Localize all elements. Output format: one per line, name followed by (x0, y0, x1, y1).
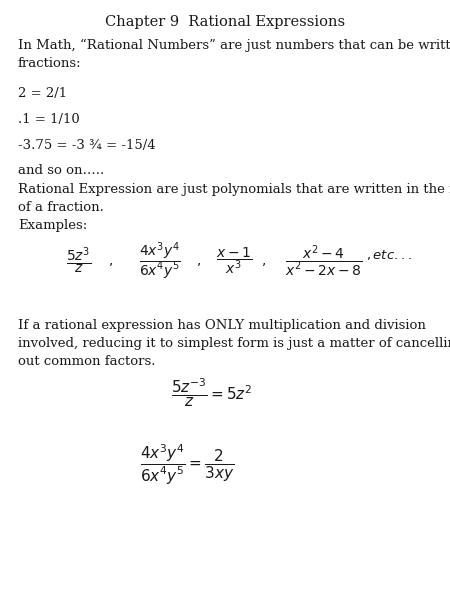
Text: In Math, “Rational Numbers” are just numbers that can be written as
fractions:: In Math, “Rational Numbers” are just num… (18, 39, 450, 70)
Text: $\dfrac{4x^{3}y^{4}}{6x^{4}y^{5}} = \dfrac{2}{3xy}$: $\dfrac{4x^{3}y^{4}}{6x^{4}y^{5}} = \dfr… (140, 443, 234, 487)
Text: $\dfrac{5z^{3}}{z}$: $\dfrac{5z^{3}}{z}$ (66, 245, 91, 277)
Text: $,$: $,$ (195, 254, 201, 268)
Text: $\dfrac{x^{2}-4}{x^{2}-2x-8}$: $\dfrac{x^{2}-4}{x^{2}-2x-8}$ (285, 243, 363, 279)
Text: $,$: $,$ (108, 254, 113, 268)
Text: $,$: $,$ (261, 254, 266, 268)
Text: 2 = 2/1: 2 = 2/1 (18, 87, 67, 100)
Text: $\dfrac{5z^{-3}}{z} = 5z^{2}$: $\dfrac{5z^{-3}}{z} = 5z^{2}$ (171, 377, 252, 409)
Text: If a rational expression has ONLY multiplication and division
involved, reducing: If a rational expression has ONLY multip… (18, 319, 450, 368)
Text: $\dfrac{x-1}{x^{3}}$: $\dfrac{x-1}{x^{3}}$ (216, 245, 252, 277)
Text: -3.75 = -3 ¾ = -15/4: -3.75 = -3 ¾ = -15/4 (18, 139, 156, 152)
Text: $\dfrac{4x^{3}y^{4}}{6x^{4}y^{5}}$: $\dfrac{4x^{3}y^{4}}{6x^{4}y^{5}}$ (139, 240, 180, 282)
Text: and so on…..: and so on….. (18, 164, 104, 178)
Text: Chapter 9  Rational Expressions: Chapter 9 Rational Expressions (105, 15, 345, 29)
Text: $,\mathit{etc...}$: $,\mathit{etc...}$ (366, 248, 412, 262)
Text: .1 = 1/10: .1 = 1/10 (18, 113, 80, 126)
Text: Rational Expression are just polynomials that are written in the form
of a fract: Rational Expression are just polynomials… (18, 183, 450, 232)
